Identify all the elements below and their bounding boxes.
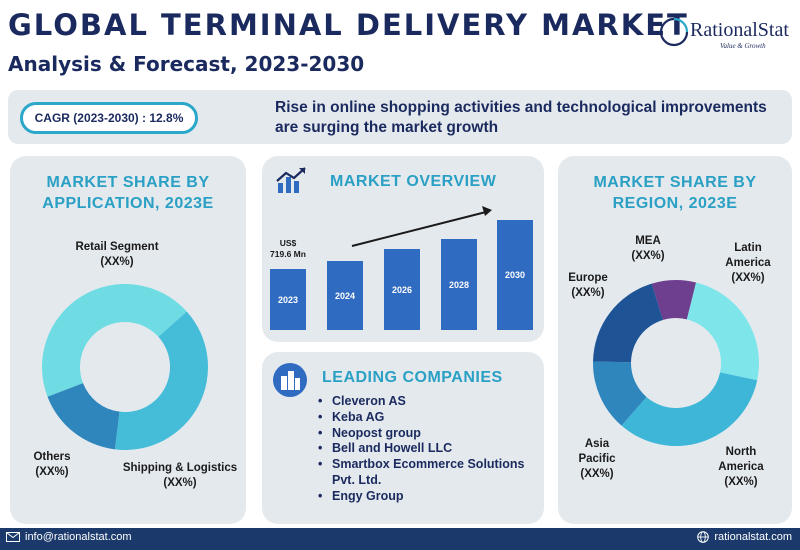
- cagr-badge: CAGR (2023-2030) : 12.8%: [20, 102, 198, 134]
- label-north-america-name1: North: [725, 446, 757, 458]
- page-subtitle: Analysis & Forecast, 2023-2030: [8, 52, 365, 76]
- application-heading-line2: APPLICATION, 2023E: [42, 195, 214, 212]
- label-latin-america-value: (XX%): [731, 272, 765, 284]
- label-shipping-logistics-name: Shipping & Logistics: [122, 462, 238, 474]
- market-value-label: US$ 719.6 Mn: [264, 238, 312, 260]
- email-icon: [6, 532, 20, 542]
- bar-2023[interactable]: 2023: [270, 269, 306, 330]
- buildings-icon: [273, 363, 307, 397]
- region-heading-line1: MARKET SHARE BY: [593, 174, 757, 191]
- donut-slice-shipping-logistics[interactable]: [114, 311, 208, 450]
- market-value-amount: 719.6 Mn: [270, 249, 306, 259]
- label-north-america-value: (XX%): [724, 476, 758, 488]
- donut-slice-mea[interactable]: [651, 280, 697, 320]
- footer-email-text[interactable]: info@rationalstat.com: [25, 531, 132, 543]
- globe-icon: [697, 531, 710, 543]
- label-shipping-logistics: Shipping & Logistics (XX%): [112, 461, 248, 491]
- market-overview-heading: MARKET OVERVIEW: [330, 173, 497, 190]
- leading-companies-heading: LEADING COMPANIES: [322, 369, 503, 386]
- label-north-america: North America (XX%): [706, 445, 776, 490]
- label-mea-name: MEA: [635, 235, 661, 247]
- region-heading: MARKET SHARE BY REGION, 2023E: [558, 172, 792, 214]
- label-asia-pacific: Asia Pacific (XX%): [567, 437, 627, 482]
- label-europe-name: Europe: [568, 272, 608, 284]
- label-latin-america-name2: America: [725, 257, 771, 269]
- label-north-america-name2: America: [718, 461, 764, 473]
- bar-year-label: 2023: [277, 294, 299, 305]
- company-item: Cleveron AS: [318, 394, 540, 410]
- label-europe-value: (XX%): [571, 287, 605, 299]
- bar-2028[interactable]: 2028: [441, 239, 477, 330]
- growth-chart-icon: [276, 167, 306, 193]
- companies-list: Cleveron AS Keba AG Neopost group Bell a…: [318, 394, 540, 505]
- footer-email[interactable]: info@rationalstat.com: [6, 531, 132, 543]
- label-mea: MEA (XX%): [623, 234, 673, 264]
- label-asia-pacific-name1: Asia: [584, 438, 610, 450]
- company-item: Keba AG: [318, 410, 540, 426]
- company-item: Neopost group: [318, 426, 540, 442]
- label-others: Others (XX%): [22, 450, 82, 480]
- label-europe: Europe (XX%): [560, 271, 616, 301]
- bar-year-label: 2030: [504, 270, 526, 280]
- logo-circle-icon: [659, 17, 689, 47]
- bar-year-label: 2024: [334, 290, 356, 301]
- logo-tagline: Value & Growth: [720, 42, 766, 50]
- label-retail-segment: Retail Segment (XX%): [62, 240, 172, 270]
- market-value-currency: US$: [279, 238, 297, 248]
- label-retail-segment-value: (XX%): [100, 256, 134, 268]
- footer-website-text[interactable]: rationalstat.com: [714, 531, 792, 543]
- application-heading-line1: MARKET SHARE BY: [46, 174, 210, 191]
- label-retail-segment-name: Retail Segment: [75, 241, 159, 253]
- bar-2026[interactable]: 2026: [384, 249, 420, 330]
- label-asia-pacific-name2: Pacific: [578, 453, 616, 465]
- bar-2030[interactable]: 2030: [497, 220, 533, 330]
- logo-name: RationalStat: [690, 19, 789, 41]
- company-item: Bell and Howell LLC: [318, 441, 540, 457]
- donut-slice-north-america[interactable]: [621, 372, 758, 447]
- rationalstat-logo[interactable]: RationalStat Value & Growth: [658, 12, 790, 58]
- donut-slice-asia-pacific[interactable]: [593, 361, 647, 426]
- footer-website[interactable]: rationalstat.com: [697, 531, 792, 543]
- company-item: Engy Group: [318, 489, 540, 505]
- donut-slice-europe[interactable]: [593, 283, 663, 363]
- footer-bar: [0, 528, 800, 550]
- application-heading: MARKET SHARE BY APPLICATION, 2023E: [10, 172, 246, 214]
- bar-year-label: 2026: [391, 284, 413, 295]
- donut-slice-retail-segment[interactable]: [42, 284, 187, 397]
- label-latin-america-name1: Latin: [734, 242, 762, 254]
- label-others-name: Others: [33, 451, 71, 463]
- label-mea-value: (XX%): [631, 250, 665, 262]
- page-title: GLOBAL TERMINAL DELIVERY MARKET: [8, 8, 689, 42]
- label-asia-pacific-value: (XX%): [580, 468, 614, 480]
- label-others-value: (XX%): [35, 466, 69, 478]
- company-item: Smartbox Ecommerce Solutions Pvt. Ltd.: [318, 457, 540, 489]
- bar-2024[interactable]: 2024: [327, 261, 363, 330]
- label-shipping-logistics-value: (XX%): [163, 477, 197, 489]
- donut-slice-others[interactable]: [47, 383, 120, 450]
- region-heading-line2: REGION, 2023E: [612, 195, 738, 212]
- label-latin-america: Latin America (XX%): [716, 241, 780, 286]
- banner-text: Rise in online shopping activities and t…: [275, 99, 767, 136]
- donut-slice-latin-america[interactable]: [686, 282, 759, 381]
- bar-year-label: 2028: [448, 279, 470, 290]
